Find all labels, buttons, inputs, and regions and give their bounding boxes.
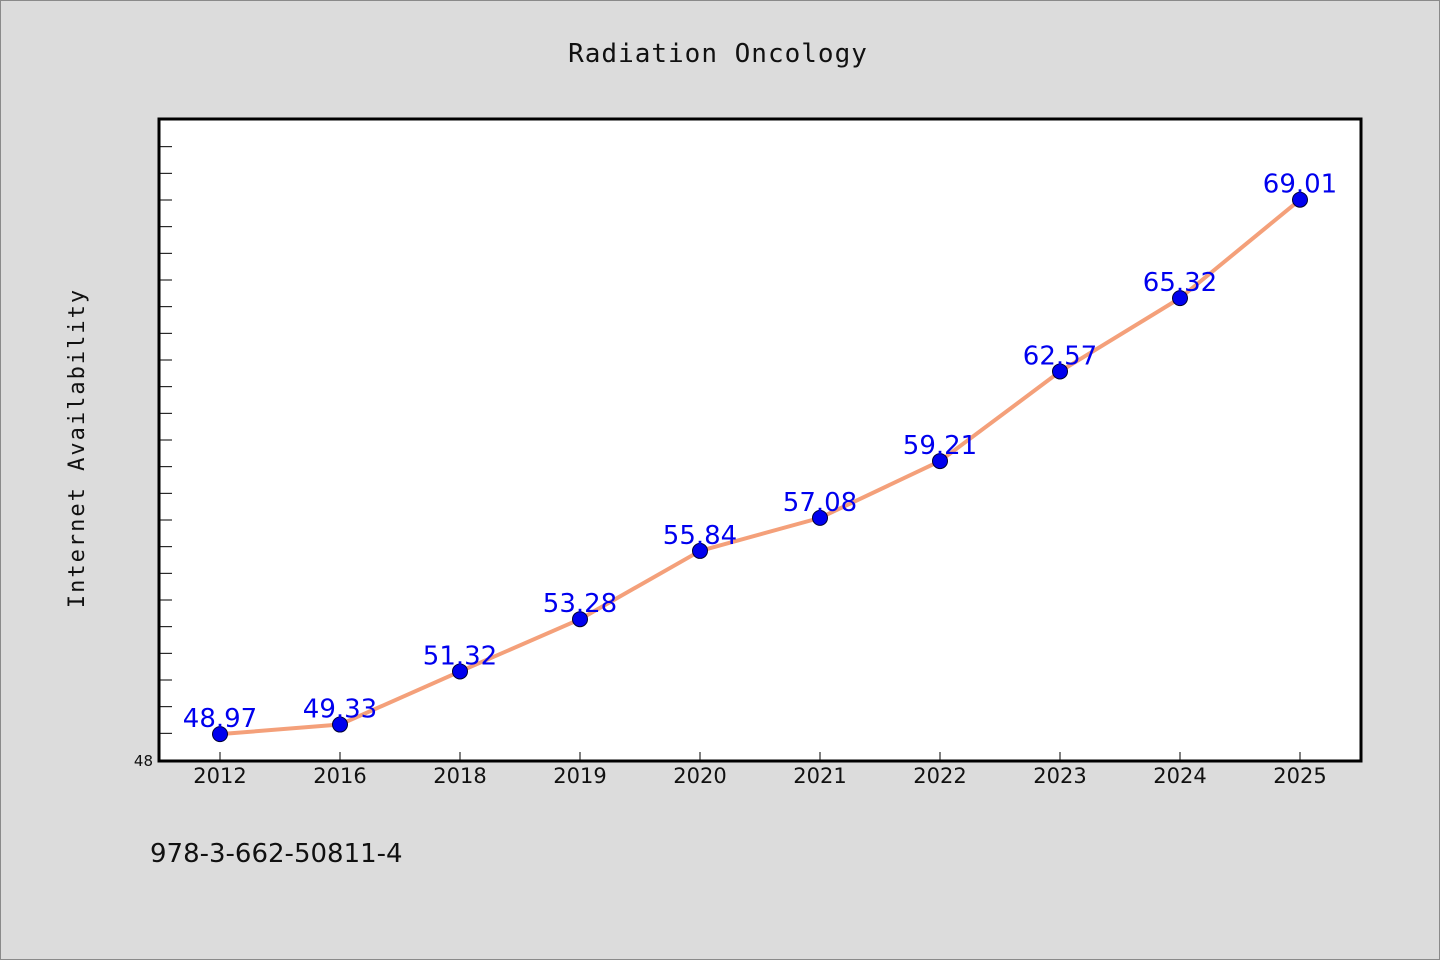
data-point bbox=[452, 663, 468, 680]
data-point bbox=[332, 716, 348, 733]
data-label: 65.32 bbox=[1143, 268, 1217, 298]
data-label: 48.97 bbox=[183, 704, 257, 734]
data-labels: 48.97 49.33 51.32 53.28 55.84 57.08 59.21 62.57… bbox=[183, 170, 1337, 734]
y-axis-ticks: 48 bbox=[134, 146, 172, 770]
data-label: 57.08 bbox=[783, 488, 857, 518]
data-markers bbox=[212, 191, 1308, 743]
x-tick-label: 2023 bbox=[1033, 764, 1086, 788]
data-label: 55.84 bbox=[663, 521, 737, 551]
data-point bbox=[1052, 363, 1068, 380]
data-label: 62.57 bbox=[1023, 341, 1097, 371]
x-tick-label: 2019 bbox=[553, 764, 606, 788]
data-point bbox=[572, 611, 588, 628]
x-tick-label: 2016 bbox=[313, 764, 366, 788]
data-point bbox=[812, 509, 828, 526]
x-axis-ticks: 2012 2016 2018 2019 2020 2021 2022 2023 2024 2025 bbox=[193, 752, 1327, 788]
y-tick-label: 48 bbox=[134, 752, 153, 770]
x-tick-label: 2022 bbox=[913, 764, 966, 788]
x-tick-label: 2018 bbox=[433, 764, 486, 788]
data-point bbox=[1292, 191, 1308, 208]
chart-title: Radiation Oncology bbox=[568, 39, 868, 69]
data-label: 53.28 bbox=[543, 589, 617, 619]
x-tick-label: 2020 bbox=[673, 764, 726, 788]
footer-isbn: 978-3-662-50811-4 bbox=[150, 839, 403, 869]
series-line bbox=[218, 197, 1302, 737]
y-axis-label: Internet Availability bbox=[65, 288, 90, 608]
x-tick-label: 2012 bbox=[193, 764, 246, 788]
data-point bbox=[1172, 290, 1188, 307]
x-tick-label: 2025 bbox=[1273, 764, 1326, 788]
data-label: 69.01 bbox=[1263, 170, 1337, 200]
data-label: 49.33 bbox=[303, 695, 377, 725]
x-tick-label: 2024 bbox=[1153, 764, 1206, 788]
data-label: 59.21 bbox=[903, 431, 977, 461]
plot-area bbox=[157, 117, 1363, 763]
series-line-group bbox=[218, 197, 1302, 737]
x-tick-label: 2021 bbox=[793, 764, 846, 788]
data-point bbox=[692, 542, 708, 559]
data-label: 51.32 bbox=[423, 641, 497, 671]
data-point bbox=[932, 453, 948, 470]
data-point bbox=[212, 726, 228, 743]
